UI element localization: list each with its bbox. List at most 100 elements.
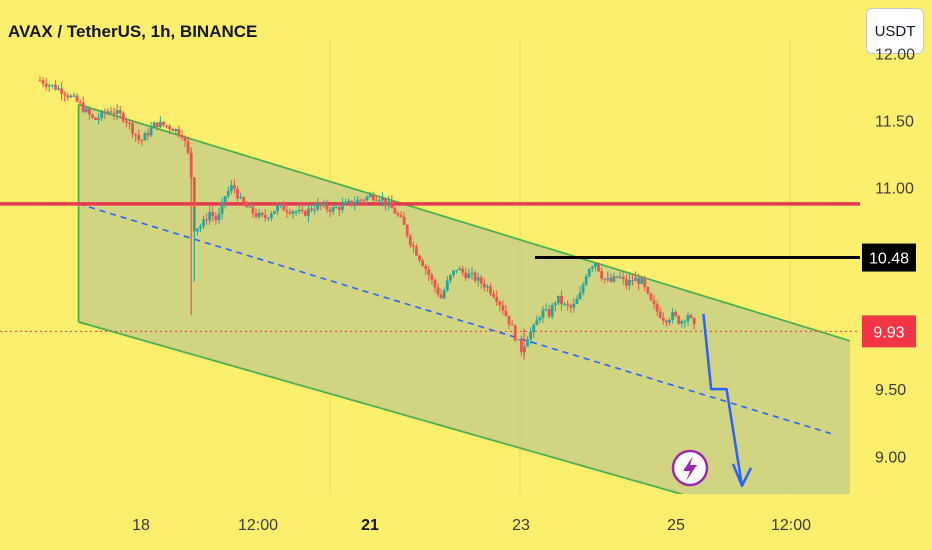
x-tick-label: 25 [667,517,685,534]
candle [594,262,597,272]
candle [606,271,610,283]
candle [624,274,628,290]
candle [362,198,366,204]
currency-button[interactable]: USDT [866,8,924,54]
candle [195,228,199,236]
candle [319,201,323,211]
candle [445,275,449,292]
candle [387,195,391,211]
candle [637,273,641,291]
candle [115,103,119,120]
candle [365,195,369,204]
candle [100,109,104,121]
candle [60,82,63,101]
candle [692,317,696,330]
candle [341,197,344,213]
candle [458,266,462,271]
candle [408,234,412,249]
y-tick-label: 11.50 [875,114,914,131]
candle [78,99,82,106]
candle [270,211,273,222]
candle [371,191,375,204]
candle [492,290,495,299]
candle [378,198,381,204]
candle [618,272,622,279]
candle [38,76,42,82]
candle [316,198,320,212]
candle [646,286,650,295]
candle [279,203,283,209]
candle [615,275,619,279]
candle [112,107,116,120]
candle [510,320,514,326]
candle [236,186,239,202]
candle [609,273,613,283]
candle [353,196,357,211]
chart-title: AVAX / TetherUS, 1h, BINANCE [8,22,258,41]
candle [282,201,286,211]
candle [297,203,301,214]
candle [668,317,671,326]
candle [566,300,570,311]
candle [569,303,573,313]
candle [374,195,378,202]
candle [671,308,674,324]
candle [229,179,233,195]
candle [501,300,505,315]
channel-upper-line [78,103,851,342]
candle [470,267,474,280]
candle [254,208,258,219]
candle [276,202,279,215]
candle [109,106,113,114]
candle [202,215,205,230]
candle [313,203,317,215]
candle [220,197,224,220]
candle [288,208,292,216]
candle [464,267,468,281]
candle [260,211,264,218]
candle [208,205,212,225]
candle [214,212,218,225]
candle [205,213,209,225]
candle [356,196,360,204]
y-tick-label: 12.00 [875,46,915,63]
candle [547,304,551,319]
candle [186,136,190,155]
x-tick-label: 12:00 [771,517,811,534]
candle [251,205,255,218]
x-axis[interactable]: 18 12:00 21 23 25 12:00 [132,517,811,534]
candle [649,292,653,302]
candle [334,204,338,209]
candle [310,206,313,213]
y-tick-label: 9.00 [875,449,906,466]
candle [331,203,335,216]
y-axis[interactable]: 12.00 11.50 11.00 9.50 9.00 [875,46,915,466]
candle [405,224,409,239]
candle [529,327,533,345]
y-tick-label: 9.50 [875,382,906,399]
candle [143,131,147,141]
candle [307,204,310,223]
candle [519,335,523,357]
candle [174,128,178,134]
level-badge [862,243,916,272]
candle [390,195,394,209]
candle [273,210,276,215]
candle [433,278,437,293]
candle [396,210,400,218]
candle [165,124,168,129]
candle [84,105,88,114]
candle [421,258,425,267]
candle [683,319,687,328]
candle [486,284,489,292]
candle [578,286,582,300]
candle [72,92,76,98]
projection-arrow [702,313,744,487]
candle [489,283,492,297]
candle [162,121,165,128]
candle [658,306,662,319]
alert-icon[interactable] [671,449,709,487]
x-tick-label: 23 [512,517,530,534]
candle [57,85,60,91]
